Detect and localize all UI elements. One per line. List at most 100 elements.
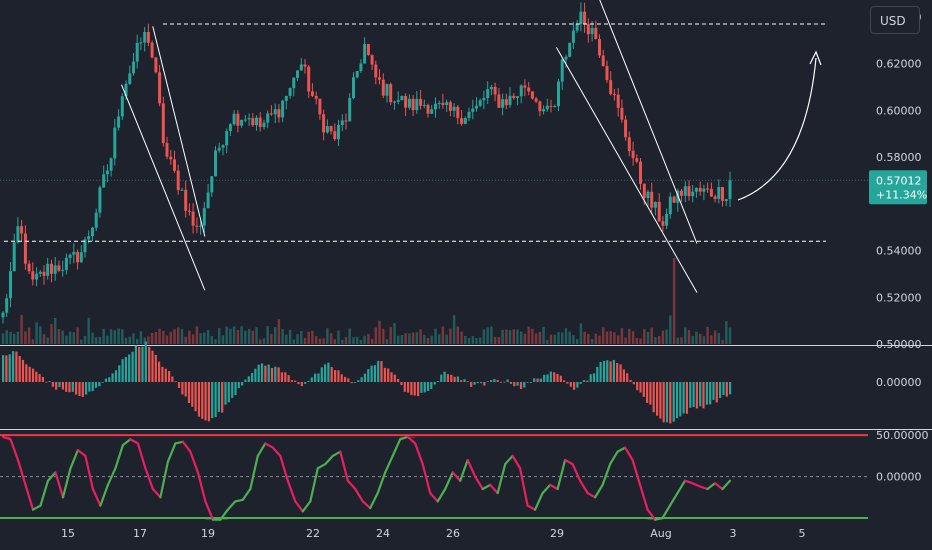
- candle-body: [530, 91, 534, 99]
- candle-body: [1, 312, 5, 318]
- candle-body: [329, 126, 333, 132]
- oscillator-bar: [274, 366, 277, 382]
- candle-body: [616, 94, 620, 108]
- volume-bar: [467, 338, 471, 344]
- oscillator-bar: [201, 382, 204, 419]
- candle-body: [158, 72, 162, 104]
- volume-bar: [561, 332, 564, 344]
- oscillator-bar: [606, 360, 609, 382]
- volume-bar: [27, 327, 31, 344]
- candle-body: [57, 265, 61, 271]
- candle-body: [217, 147, 221, 151]
- stochastic-line-segment: [151, 487, 162, 499]
- oscillator-bar: [490, 380, 493, 382]
- oscillator-bar: [300, 382, 303, 387]
- oscillator-bar: [138, 346, 141, 382]
- oscillator-bar: [493, 379, 496, 382]
- candle-body: [717, 187, 721, 199]
- stochastic-line-segment: [129, 438, 139, 445]
- oscillator-bar: [28, 366, 31, 382]
- oscillator-bar: [207, 382, 210, 422]
- candle-body: [355, 71, 359, 78]
- candle-body: [534, 98, 538, 102]
- oscillator-bar: [656, 382, 659, 416]
- stochastic-line-segment: [541, 483, 552, 495]
- stochastic-line-segment: [286, 479, 297, 503]
- volume-bar: [9, 331, 12, 344]
- stochastic-line-segment: [24, 483, 35, 511]
- oscillator-bar: [460, 380, 463, 382]
- candle-body: [87, 236, 91, 240]
- volume-bar: [523, 333, 527, 344]
- oscillator-bar: [330, 367, 333, 382]
- oscillator-bar: [685, 382, 688, 414]
- stochastic-line-segment: [451, 471, 462, 482]
- stochastic-line-segment: [376, 471, 387, 495]
- oversold-fill: [662, 517, 671, 518]
- candle-body: [683, 186, 687, 196]
- volume-bar: [326, 328, 329, 344]
- candle-body: [706, 188, 710, 190]
- volume-bar: [609, 331, 612, 344]
- volume-bar: [348, 328, 351, 344]
- oscillator-bar: [231, 382, 234, 398]
- oscillator-bar: [715, 382, 718, 403]
- candle-body: [180, 189, 184, 191]
- volume-bar: [229, 328, 232, 344]
- oscillator-bar: [277, 367, 280, 382]
- oscillator-bar: [662, 382, 665, 423]
- oscillator-bar: [373, 365, 376, 382]
- volume-bar: [546, 339, 549, 344]
- oscillator-bar: [659, 382, 662, 419]
- oscillator-bar: [513, 382, 516, 387]
- stochastic-line-segment: [106, 467, 117, 486]
- volume-bar: [475, 338, 478, 344]
- oversold-fill: [205, 517, 213, 520]
- candle-body: [713, 196, 717, 199]
- oscillator-bar: [314, 373, 317, 382]
- volume-bar: [39, 326, 42, 344]
- candle-body: [609, 80, 613, 95]
- stochastic-line-segment: [691, 482, 702, 488]
- candle-body: [542, 109, 546, 112]
- volume-bar: [572, 335, 575, 344]
- volume-bar: [378, 320, 381, 344]
- volume-bar: [147, 336, 150, 344]
- time-axis-tick-label: Aug: [650, 527, 671, 540]
- oscillator-bar: [719, 382, 722, 398]
- candle-body: [173, 159, 176, 171]
- candle-body: [105, 170, 109, 175]
- volume-bar: [158, 328, 161, 344]
- oscillator-bar: [45, 381, 48, 383]
- volume-bar: [471, 336, 474, 344]
- candle-body: [132, 61, 135, 74]
- volume-bar: [195, 326, 199, 344]
- oscillator-bar: [35, 371, 38, 382]
- candle-body: [407, 98, 411, 108]
- candle-body: [128, 73, 132, 84]
- oscillator-bar: [466, 381, 469, 383]
- candle-body: [146, 32, 150, 43]
- stochastic-line-segment: [504, 454, 514, 466]
- candle-body: [210, 176, 214, 193]
- volume-bar: [628, 328, 631, 344]
- volume-bar: [150, 333, 154, 344]
- volume-bar: [344, 337, 348, 344]
- volume-bar: [117, 328, 120, 344]
- currency-button[interactable]: USD: [870, 6, 920, 34]
- oscillator-bar: [725, 382, 728, 397]
- candle-body: [452, 106, 456, 111]
- volume-bar: [139, 331, 143, 344]
- volume-bar: [352, 337, 355, 344]
- candle-body: [50, 263, 53, 274]
- oscillator-bar: [347, 378, 350, 382]
- candle-body: [497, 94, 501, 108]
- volume-bar: [214, 339, 217, 344]
- oscillator-bar: [377, 360, 380, 382]
- stochastic-line-segment: [61, 467, 72, 499]
- candle-body: [590, 27, 594, 35]
- stochastic-line-segment: [309, 467, 319, 503]
- volume-bar: [479, 337, 482, 344]
- volume-bar: [50, 323, 53, 344]
